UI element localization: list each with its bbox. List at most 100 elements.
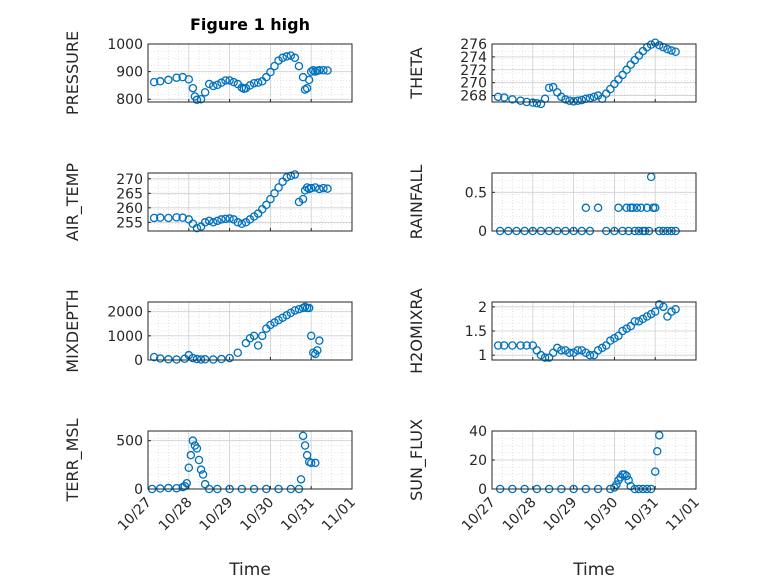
data-point <box>569 97 578 106</box>
data-point <box>262 72 271 82</box>
data-point <box>290 170 300 179</box>
data-point <box>253 78 263 87</box>
data-point <box>182 478 192 488</box>
data-point <box>172 483 181 493</box>
data-point <box>306 183 316 193</box>
data-point <box>198 470 208 479</box>
y-tick-label: 0 <box>478 482 487 498</box>
data-point <box>624 476 633 485</box>
axes-box <box>147 43 353 103</box>
data-point <box>306 67 316 76</box>
data-point <box>172 73 181 82</box>
data-point <box>311 458 320 468</box>
data-point <box>319 65 328 75</box>
y-tick-label: 40 <box>469 424 487 440</box>
data-point <box>516 96 525 105</box>
data-point <box>544 353 554 362</box>
data-point <box>184 75 194 84</box>
data-point <box>221 214 230 224</box>
subplot-8: 0 20 40 10/27 10/28 10/29 10/30 10/31 11/01 SUN_F… <box>407 419 703 580</box>
data-point <box>646 40 656 49</box>
data-point <box>516 341 525 350</box>
y-axis-label: THETA <box>407 47 426 99</box>
data-point <box>614 203 623 213</box>
data-point <box>577 95 587 105</box>
data-point <box>589 92 599 102</box>
data-point <box>671 47 680 56</box>
data-point <box>593 203 603 213</box>
data-point <box>622 203 631 213</box>
axes-box <box>147 430 353 490</box>
data-point <box>290 306 300 315</box>
data-point <box>209 81 218 91</box>
data-point <box>589 350 599 360</box>
y-tick-label: 1000 <box>107 37 143 53</box>
data-point <box>196 94 206 104</box>
y-tick-label: 500 <box>116 434 143 450</box>
data-point <box>573 346 582 355</box>
data-point <box>225 353 234 363</box>
data-point <box>225 76 234 85</box>
y-tick-label: 0 <box>478 224 487 240</box>
data-point <box>628 203 638 213</box>
y-axis-label: RAINFALL <box>407 165 426 240</box>
data-point <box>315 336 324 345</box>
data-point <box>296 475 306 484</box>
data-point <box>557 346 566 355</box>
axes-box <box>491 172 697 232</box>
y-tick-label: 272 <box>460 63 487 79</box>
data-point <box>499 341 509 350</box>
data-point <box>581 203 591 213</box>
data-point <box>149 77 159 87</box>
data-point <box>192 223 202 233</box>
data-point <box>540 353 550 362</box>
x-tick-label: 10/31 <box>622 495 662 535</box>
x-tick-label: 10/28 <box>156 495 196 535</box>
y-tick-label: 255 <box>116 215 143 231</box>
data-point <box>319 183 328 193</box>
data-point <box>217 215 226 224</box>
data-point <box>290 53 300 63</box>
y-tick-label: 2000 <box>107 305 143 321</box>
subplot-5: 0 1000 2000 MIXDEPTH <box>63 289 353 373</box>
data-point <box>315 184 324 194</box>
data-point <box>155 213 165 222</box>
data-point <box>149 352 159 362</box>
data-point <box>302 83 312 93</box>
y-axis-label: MIXDEPTH <box>63 289 82 372</box>
data-point <box>652 447 662 456</box>
data-point <box>282 173 291 182</box>
data-point <box>311 183 320 192</box>
data-point <box>659 302 668 312</box>
data-point <box>561 95 570 104</box>
data-point <box>630 317 640 326</box>
data-point <box>601 341 611 350</box>
data-point <box>522 341 531 350</box>
data-point <box>286 171 296 181</box>
y-tick-label: 1.5 <box>465 324 487 340</box>
y-tick-label: 1 <box>478 348 487 364</box>
y-tick-label: 2 <box>478 300 487 316</box>
data-point <box>249 78 259 88</box>
data-point <box>650 203 660 213</box>
data-point <box>241 338 251 348</box>
data-point <box>306 458 316 468</box>
data-point <box>209 218 218 227</box>
subplot-1: 800 900 1000 PRESSURE Figure 1 high <box>63 15 353 115</box>
data-point <box>278 53 287 63</box>
data-point <box>626 321 635 331</box>
data-point <box>655 431 664 440</box>
data-point <box>499 93 509 102</box>
data-point <box>200 88 210 97</box>
x-tick-label: 10/31 <box>278 495 318 535</box>
data-point <box>217 78 226 87</box>
data-point <box>532 346 542 355</box>
data-point <box>614 331 623 341</box>
y-tick-label: 268 <box>460 89 487 105</box>
data-point <box>233 348 243 357</box>
data-point <box>636 203 646 213</box>
data-point <box>606 84 615 94</box>
data-point <box>642 203 652 213</box>
data-point <box>667 46 676 55</box>
